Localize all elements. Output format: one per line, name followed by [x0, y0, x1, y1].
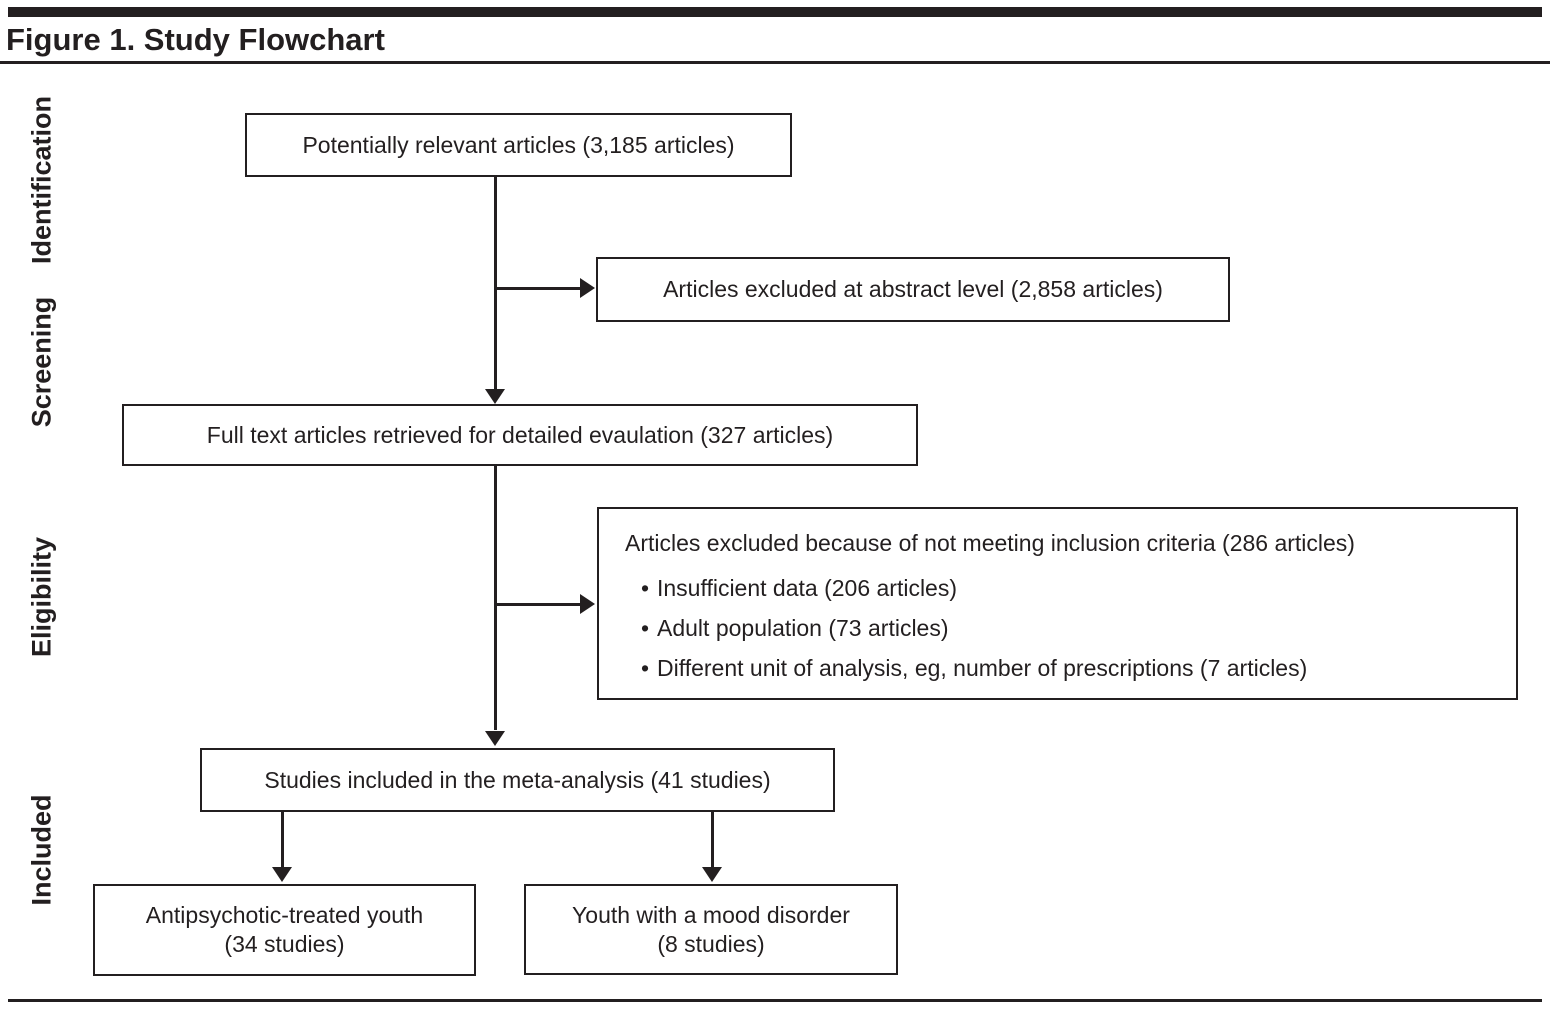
arrowhead-right-to-abstract-excluded-icon	[580, 278, 595, 298]
arrowhead-right-to-criteria-excluded-icon	[580, 594, 595, 614]
arrowhead-down-to-fulltext-icon	[485, 389, 505, 404]
box-youth-mood-disorder: Youth with a mood disorder (8 studies)	[524, 884, 898, 975]
excluded-criteria-item-different-unit: Different unit of analysis, eg, number o…	[641, 648, 1496, 688]
box-excluded-inclusion-criteria: Articles excluded because of not meeting…	[597, 507, 1518, 700]
box-full-text-retrieved: Full text articles retrieved for detaile…	[122, 404, 918, 466]
box-antipsychotic-treated-youth-line1: Antipsychotic-treated youth	[145, 902, 424, 929]
stage-label-identification: Identification	[26, 96, 57, 264]
box-studies-included-meta-analysis: Studies included in the meta-analysis (4…	[200, 748, 835, 812]
stage-label-included: Included	[26, 794, 57, 906]
box-potentially-relevant-articles-text: Potentially relevant articles (3,185 art…	[302, 131, 735, 158]
box-youth-mood-disorder-line1: Youth with a mood disorder	[572, 901, 850, 928]
box-antipsychotic-treated-youth-line2: (34 studies)	[224, 931, 345, 957]
box-studies-included-meta-analysis-text: Studies included in the meta-analysis (4…	[264, 766, 771, 793]
connector-potential-to-fulltext-line	[494, 177, 497, 390]
connector-branch-to-criteria-excluded-line	[495, 603, 582, 606]
title-underline-rule	[0, 61, 1550, 64]
arrowhead-down-to-antipsychotic-icon	[272, 867, 292, 882]
connector-meta-to-mood-line	[711, 812, 714, 867]
stage-label-screening: Screening	[26, 296, 57, 428]
figure-title: Figure 1. Study Flowchart	[6, 22, 385, 57]
bottom-thin-rule	[8, 999, 1542, 1002]
connector-meta-to-antipsychotic-line	[281, 812, 284, 867]
box-antipsychotic-treated-youth: Antipsychotic-treated youth (34 studies)	[93, 884, 476, 976]
arrowhead-down-to-mood-icon	[702, 867, 722, 882]
box-excluded-abstract-level: Articles excluded at abstract level (2,8…	[596, 257, 1230, 322]
excluded-criteria-item-adult-population: Adult population (73 articles)	[641, 608, 1496, 648]
box-youth-mood-disorder-line2: (8 studies)	[657, 930, 765, 957]
connector-fulltext-to-meta-line	[494, 466, 497, 730]
box-potentially-relevant-articles: Potentially relevant articles (3,185 art…	[245, 113, 792, 177]
excluded-criteria-heading: Articles excluded because of not meeting…	[625, 530, 1355, 556]
box-excluded-abstract-level-text: Articles excluded at abstract level (2,8…	[663, 276, 1163, 303]
box-full-text-retrieved-text: Full text articles retrieved for detaile…	[206, 421, 834, 448]
excluded-criteria-list: Insufficient data (206 articles) Adult p…	[625, 568, 1496, 688]
excluded-criteria-item-insufficient-data: Insufficient data (206 articles)	[641, 568, 1496, 608]
arrowhead-down-to-meta-icon	[485, 731, 505, 746]
connector-branch-to-abstract-excluded-line	[495, 287, 582, 290]
stage-label-eligibility: Eligibility	[26, 536, 57, 658]
top-thick-rule	[8, 7, 1542, 17]
